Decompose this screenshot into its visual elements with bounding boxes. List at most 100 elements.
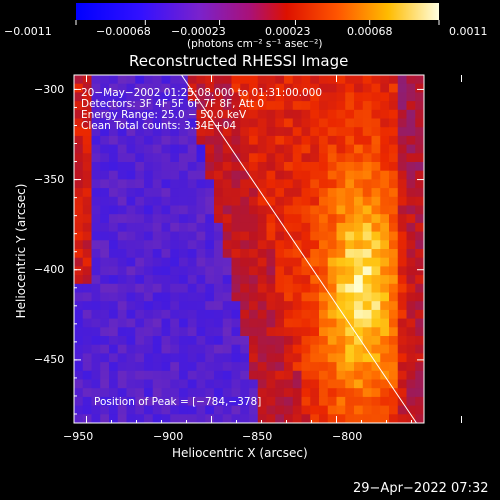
heatmap-cell: [336, 101, 346, 111]
heatmap-cell: [196, 370, 206, 381]
heatmap-cell: [284, 153, 294, 163]
heatmap-cell: [100, 370, 110, 381]
heatmap-cell: [371, 153, 381, 163]
heatmap-cell: [327, 83, 338, 93]
heatmap-cell: [231, 92, 241, 102]
heatmap-cell: [187, 301, 198, 311]
heatmap-cell: [161, 414, 171, 423]
heatmap-cell: [74, 396, 84, 407]
heatmap-cell: [144, 266, 154, 276]
heatmap-cell: [161, 127, 171, 137]
heatmap-cell: [196, 379, 206, 389]
heatmap-cell: [196, 344, 206, 354]
heatmap-cell: [336, 309, 346, 320]
heatmap-cell: [336, 405, 346, 415]
heatmap-cell: [187, 162, 198, 172]
heatmap-cell: [415, 266, 424, 276]
heatmap-cell: [319, 170, 329, 180]
heatmap-cell: [327, 214, 338, 224]
heatmap-cell: [371, 162, 381, 172]
heatmap-cell: [284, 336, 294, 346]
heatmap-cell: [257, 135, 268, 146]
heatmap-cell: [380, 196, 390, 207]
heatmap-cell: [170, 414, 180, 423]
heatmap-cell: [222, 83, 233, 93]
heatmap-cell: [415, 240, 424, 250]
heatmap-cell: [109, 83, 119, 93]
heatmap-cell: [327, 283, 338, 294]
heatmap-cell: [354, 118, 364, 128]
heatmap-cell: [336, 162, 346, 172]
heatmap-cell: [100, 75, 110, 85]
heatmap-cell: [196, 275, 206, 285]
heatmap-cell: [240, 118, 250, 128]
heatmap-cell: [275, 249, 285, 259]
heatmap-cell: [380, 109, 390, 120]
heatmap-cell: [275, 362, 285, 372]
heatmap-cell: [152, 170, 163, 180]
heatmap-cell: [327, 301, 338, 311]
heatmap-cell: [275, 283, 285, 294]
heatmap-cell: [179, 153, 189, 163]
heatmap-cell: [310, 135, 320, 146]
heatmap-cell: [415, 222, 424, 233]
heatmap-cell: [100, 196, 110, 207]
heatmap-cell: [266, 249, 276, 259]
heatmap-cell: [205, 292, 215, 302]
heatmap-cell: [152, 101, 163, 111]
heatmap-cell: [205, 301, 215, 311]
heatmap-cell: [345, 344, 355, 354]
heatmap-cell: [161, 144, 171, 154]
heatmap-cell: [74, 179, 84, 189]
heatmap-cell: [301, 83, 311, 93]
heatmap-cell: [214, 118, 224, 128]
chart-title: Reconstructed RHESSI Image: [129, 52, 349, 70]
heatmap-cell: [275, 396, 285, 407]
heatmap-cell: [397, 83, 408, 93]
heatmap-cell: [362, 153, 373, 163]
heatmap-cell: [196, 75, 206, 85]
heatmap-cell: [301, 283, 311, 294]
heatmap-cell: [275, 275, 285, 285]
heatmap-cell: [231, 344, 241, 354]
heatmap-cell: [170, 109, 180, 120]
heatmap-cell: [415, 388, 424, 398]
heatmap-cell: [284, 388, 294, 398]
heatmap-cell: [249, 240, 259, 250]
heatmap-cell: [196, 336, 206, 346]
heatmap-cell: [214, 170, 224, 180]
heatmap-cell: [319, 205, 329, 215]
heatmap-cell: [187, 405, 198, 415]
heatmap-cell: [187, 101, 198, 111]
heatmap-cell: [187, 109, 198, 120]
heatmap-cell: [126, 231, 136, 241]
heatmap-cell: [91, 75, 101, 85]
heatmap-cell: [187, 318, 198, 328]
heatmap-cell: [179, 353, 189, 363]
heatmap-cell: [109, 327, 119, 337]
heatmap-cell: [284, 101, 294, 111]
heatmap-cell: [336, 336, 346, 346]
heatmap-cell: [345, 292, 355, 302]
heatmap-cell: [240, 249, 250, 259]
heatmap-cell: [257, 83, 268, 93]
heatmap-cell: [345, 353, 355, 363]
heatmap-cell: [109, 188, 119, 198]
heatmap-cell: [406, 153, 416, 163]
heatmap-cell: [179, 118, 189, 128]
heatmap-cell: [152, 301, 163, 311]
heatmap-cell: [292, 362, 303, 372]
heatmap-cell: [292, 170, 303, 180]
heatmap-cell: [292, 205, 303, 215]
heatmap-cell: [179, 336, 189, 346]
heatmap-cell: [415, 92, 424, 102]
heatmap-cell: [205, 101, 215, 111]
heatmap-cell: [179, 127, 189, 137]
heatmap-cell: [144, 240, 154, 250]
heatmap-cell: [152, 153, 163, 163]
heatmap-cell: [362, 83, 373, 93]
heatmap-cell: [319, 101, 329, 111]
heatmap-cell: [249, 353, 259, 363]
heatmap-cell: [222, 240, 233, 250]
heatmap-cell: [135, 275, 145, 285]
